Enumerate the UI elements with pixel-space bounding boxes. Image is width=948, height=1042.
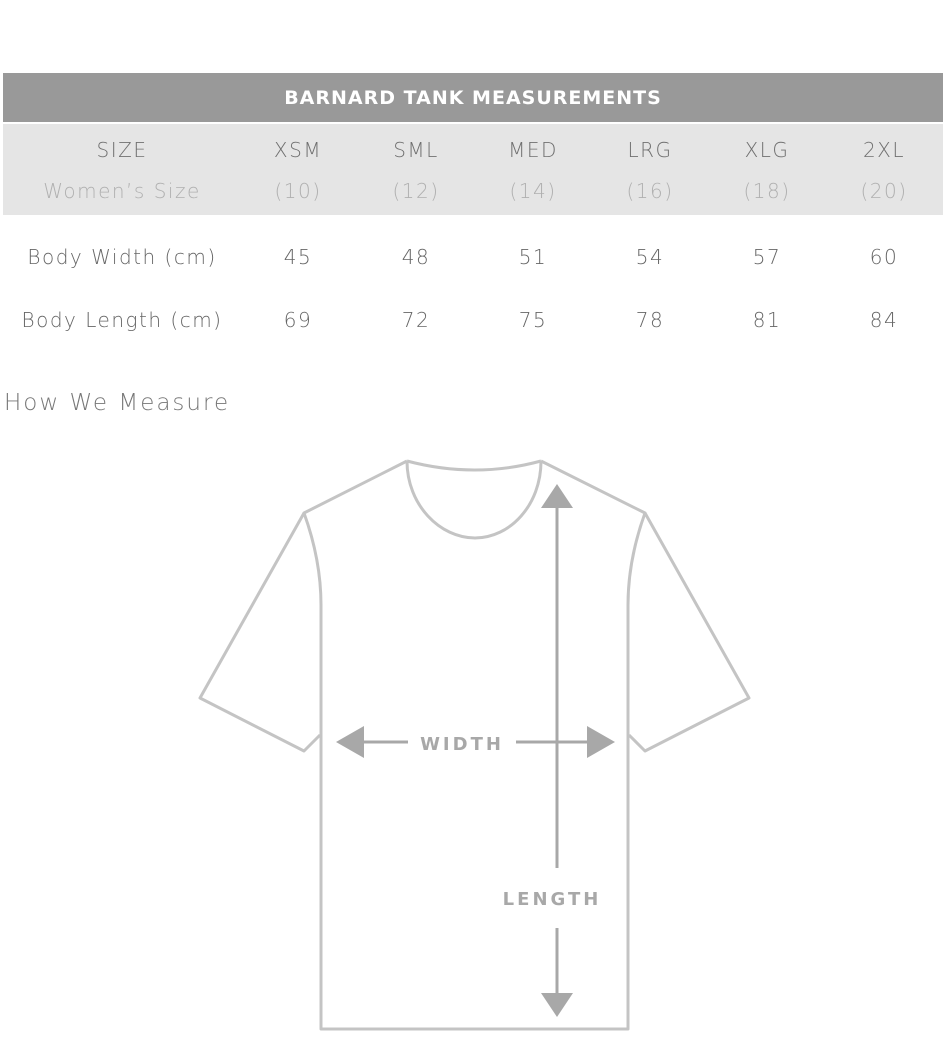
womens-size-label: Women’s Size (43, 179, 201, 203)
section-title: How We Measure (4, 390, 231, 416)
row-label: Body Length (cm) (21, 308, 223, 332)
measurement-value: 72 (401, 308, 431, 332)
table-title: BARNARD TANK MEASUREMENTS (3, 73, 943, 122)
measurement-value: 54 (635, 245, 665, 269)
measurement-value: 48 (401, 245, 431, 269)
measurement-value: 45 (283, 245, 313, 269)
womens-size: (10) (274, 179, 322, 203)
length-label: LENGTH (503, 889, 602, 910)
measurement-value: 51 (518, 245, 548, 269)
womens-size: (16) (626, 179, 674, 203)
measurement-value: 69 (283, 308, 313, 332)
measurement-value: 57 (752, 245, 782, 269)
size-header: SML (393, 138, 439, 162)
width-arrow (336, 726, 615, 758)
size-label: SIZE (96, 138, 148, 162)
measurement-value: 84 (869, 308, 899, 332)
size-header-band (3, 124, 943, 215)
shirt-outline (198, 459, 751, 1031)
measurement-value: 75 (518, 308, 548, 332)
size-header: MED (508, 138, 558, 162)
length-arrow (541, 484, 573, 1017)
measurement-value: 81 (752, 308, 782, 332)
womens-size: (14) (509, 179, 557, 203)
row-label: Body Width (cm) (27, 245, 217, 269)
womens-size: (20) (860, 179, 908, 203)
width-label: WIDTH (420, 734, 504, 755)
womens-size: (18) (743, 179, 791, 203)
size-header: LRG (627, 138, 673, 162)
measurement-value: 78 (635, 308, 665, 332)
womens-size: (12) (392, 179, 440, 203)
size-header: XLG (744, 138, 790, 162)
measurement-value: 60 (869, 245, 899, 269)
size-header: XSM (273, 138, 323, 162)
size-header: 2XL (862, 138, 906, 162)
